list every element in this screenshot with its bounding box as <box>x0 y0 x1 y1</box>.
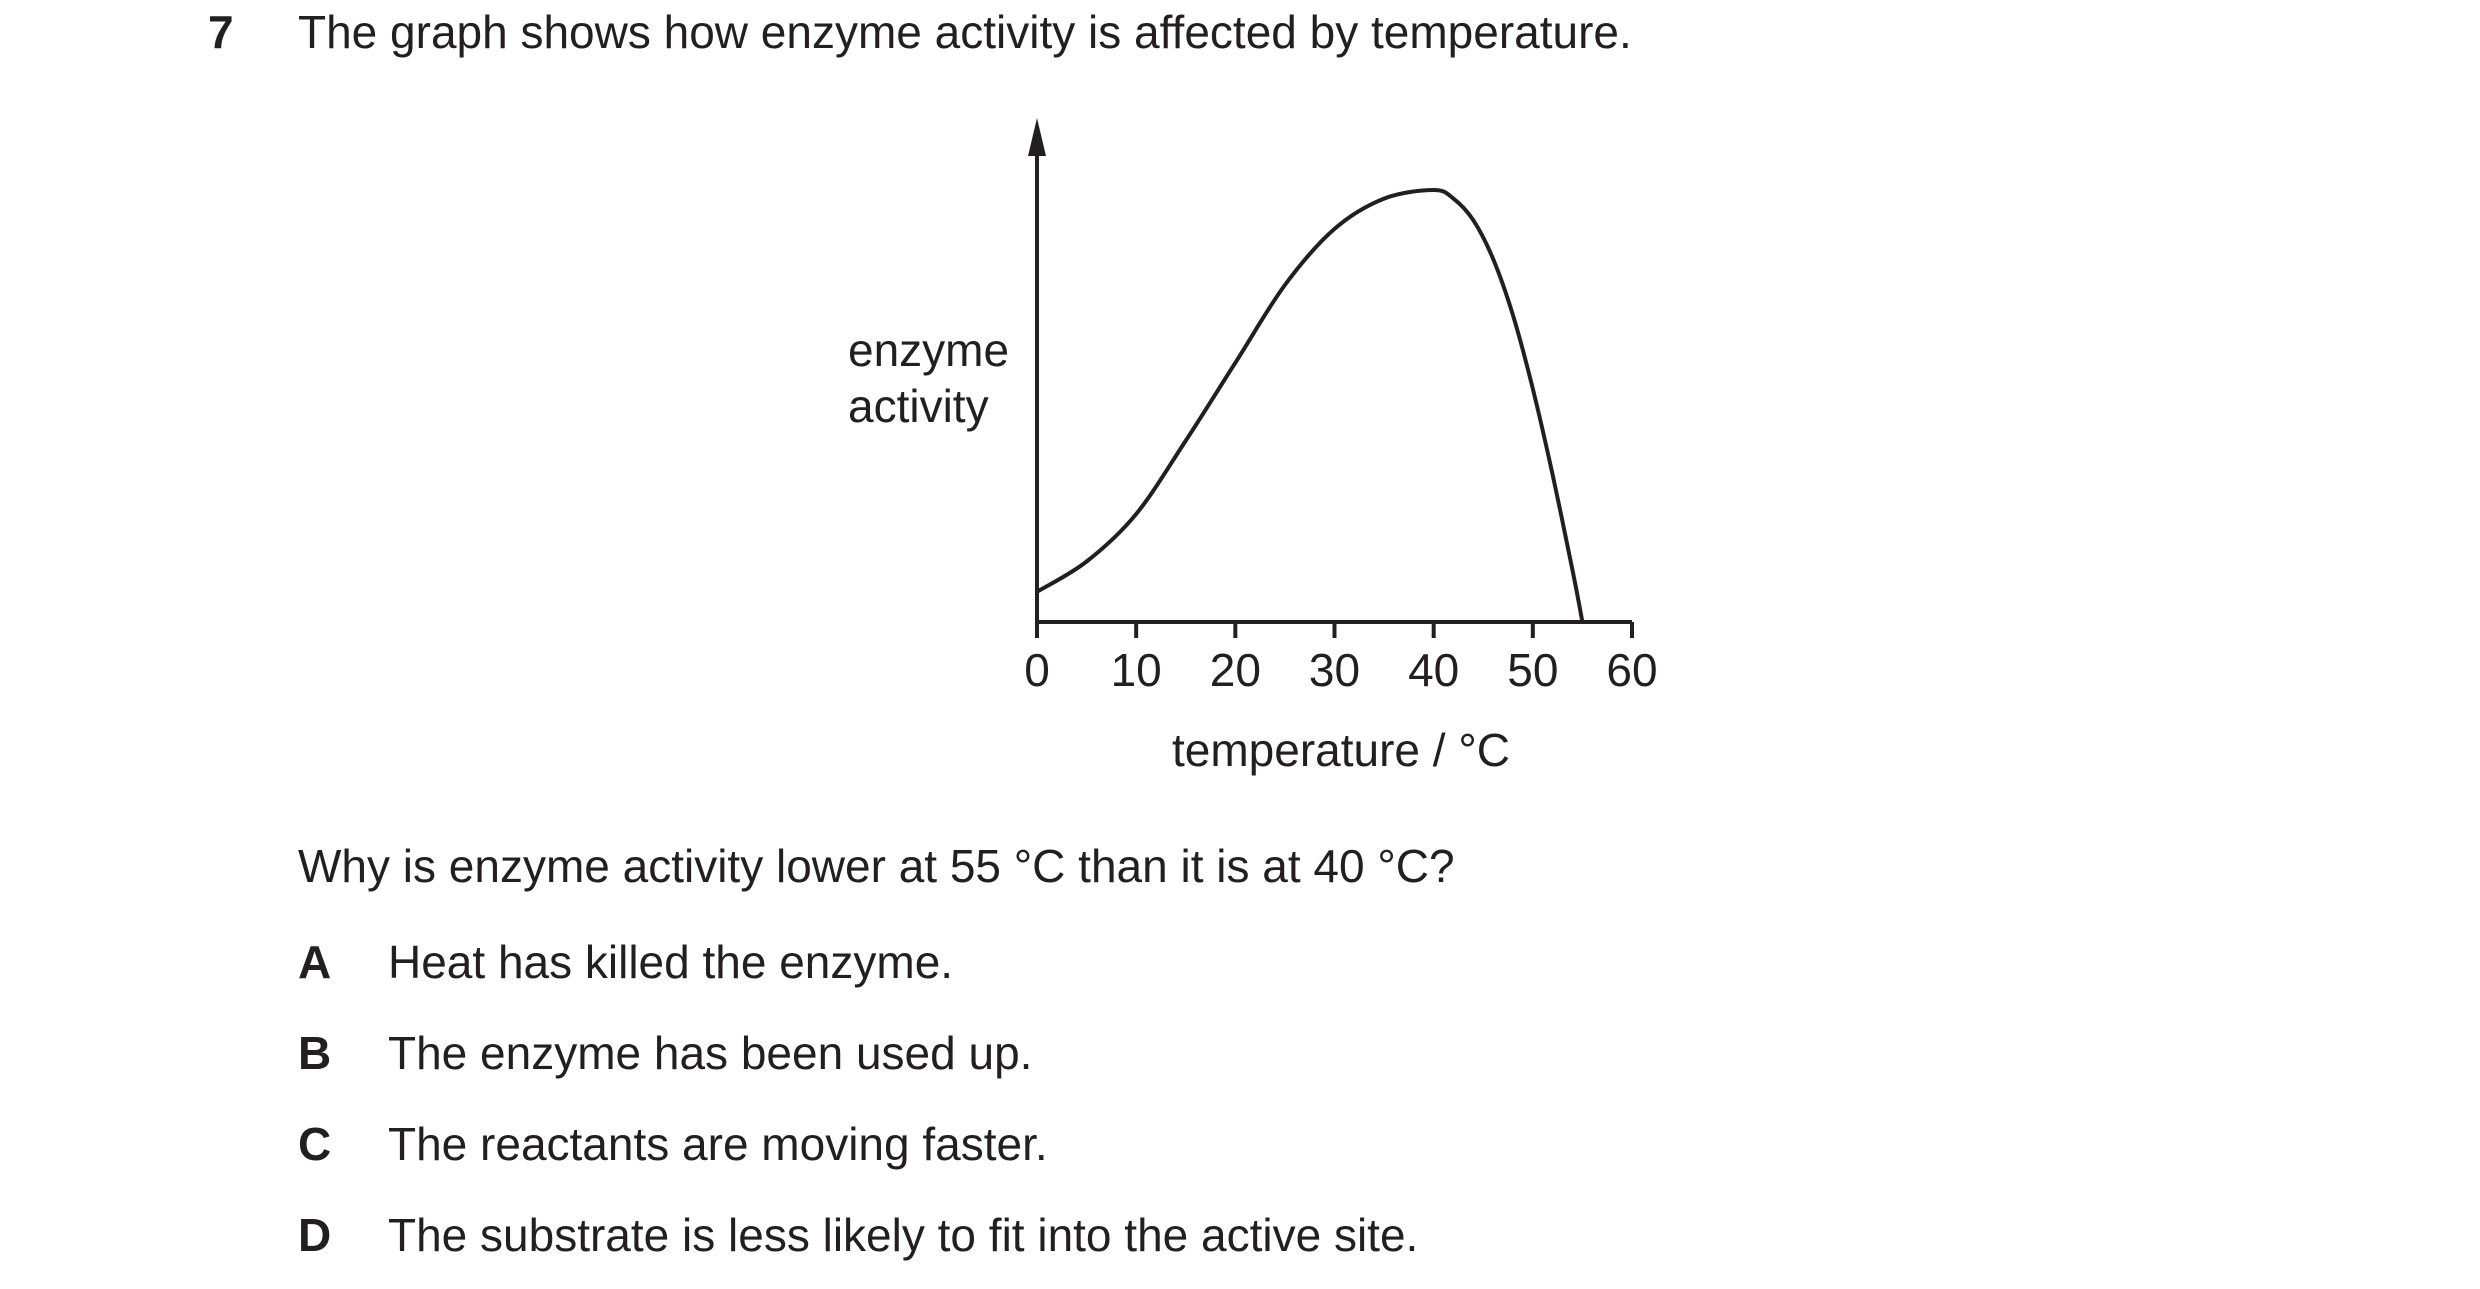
enzyme-activity-curve <box>1035 188 1585 623</box>
y-axis-label-line-2: activity <box>848 380 989 432</box>
question-prompt: Why is enzyme activity lower at 55 °C th… <box>298 840 1455 892</box>
x-tick-label: 30 <box>1309 644 1360 696</box>
x-tick-label: 10 <box>1111 644 1162 696</box>
chart-axes <box>1028 118 1632 624</box>
option-b-text: The enzyme has been used up. <box>388 1027 1033 1079</box>
question-number: 7 <box>208 6 234 58</box>
option-a-text: Heat has killed the enzyme. <box>388 936 954 988</box>
chart-ticks: 0 10 20 30 40 50 60 <box>1024 622 1658 696</box>
option-c-text: The reactants are moving faster. <box>388 1118 1048 1170</box>
option-d-key: D <box>298 1209 332 1261</box>
x-tick-label: 0 <box>1024 644 1050 696</box>
option-a-key: A <box>298 936 332 988</box>
question-stem: The graph shows how enzyme activity is a… <box>298 6 1632 58</box>
option-b-key: B <box>298 1027 332 1079</box>
x-axis-label: temperature / °C <box>1172 724 1510 776</box>
x-tick-label: 20 <box>1210 644 1261 696</box>
option-c-key: C <box>298 1118 332 1170</box>
x-tick-label: 40 <box>1408 644 1459 696</box>
x-tick-label: 50 <box>1507 644 1558 696</box>
option-d-text: The substrate is less likely to fit into… <box>388 1209 1419 1261</box>
x-tick-label: 60 <box>1606 644 1657 696</box>
y-axis-label-line-1: enzyme <box>848 324 1010 376</box>
y-axis-label: enzyme activity <box>848 322 1009 434</box>
y-axis-arrowhead <box>1028 118 1046 156</box>
chart-series <box>1035 188 1585 623</box>
